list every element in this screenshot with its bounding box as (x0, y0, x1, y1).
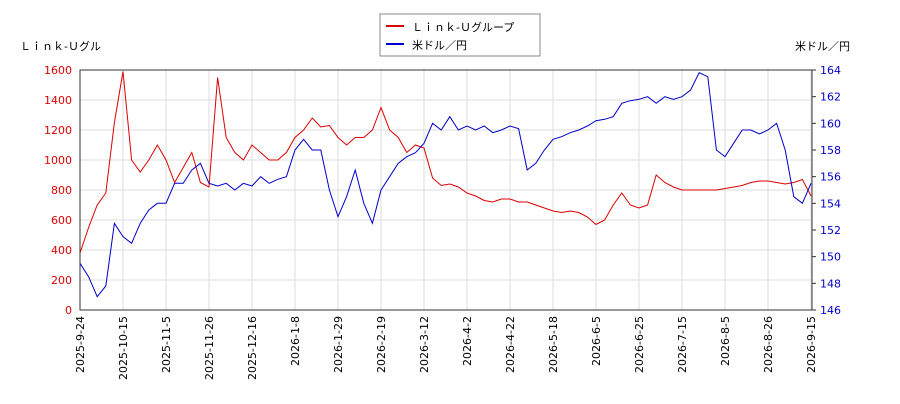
y-tick-label: 1600 (44, 64, 72, 77)
legend-label: Ｌｉｎｋ-Ｕグループ (412, 20, 514, 34)
x-tick-label: 2026-4-22 (504, 316, 517, 373)
x-tick-label: 2026-8-5 (719, 316, 732, 366)
y2-tick-label: 160 (820, 117, 841, 130)
x-tick-label: 2026-2-19 (375, 316, 388, 373)
x-tick-label: 2026-5-18 (547, 316, 560, 373)
x-tick-label: 2026-3-12 (418, 316, 431, 373)
x-tick-label: 2025-9-24 (74, 316, 87, 373)
y2-tick-label: 150 (820, 251, 841, 264)
x-tick-label: 2025-11-5 (160, 316, 173, 373)
y2-tick-label: 154 (820, 197, 841, 210)
x-tick-label: 2025-12-16 (246, 316, 259, 380)
x-tick-label: 2026-4-2 (461, 316, 474, 366)
plot-frame (79, 69, 813, 311)
y2-tick-label: 164 (820, 64, 841, 77)
x-tick-label: 2025-11-26 (203, 316, 216, 380)
x-tick-label: 2026-9-15 (805, 316, 818, 373)
y2-tick-label: 146 (820, 304, 841, 317)
x-tick-label: 2026-6-5 (590, 316, 603, 366)
y2-tick-label: 162 (820, 91, 841, 104)
legend-label: 米ドル／円 (412, 39, 467, 52)
y-tick-label: 0 (65, 304, 72, 317)
x-tick-label: 2026-7-15 (676, 316, 689, 373)
y-axis-label: Ｌｉｎｋ-Ｕグル (20, 39, 101, 53)
y2-axis-label: 米ドル／円 (795, 40, 850, 53)
y-tick-label: 400 (51, 244, 72, 257)
y-tick-label: 200 (51, 274, 72, 287)
y-tick-label: 600 (51, 214, 72, 227)
y-tick-label: 1000 (44, 154, 72, 167)
series-line (79, 71, 812, 254)
y-tick-label: 800 (51, 184, 72, 197)
y-tick-label: 1200 (44, 124, 72, 137)
x-tick-label: 2026-1-8 (289, 316, 302, 366)
y2-tick-label: 148 (820, 277, 841, 290)
x-tick-label: 2026-8-26 (762, 316, 775, 373)
series-line (79, 72, 812, 298)
x-tick-label: 2025-10-15 (117, 316, 130, 380)
y2-tick-label: 158 (820, 144, 841, 157)
x-tick-label: 2026-6-25 (633, 316, 646, 373)
y2-tick-label: 156 (820, 171, 841, 184)
y-tick-label: 1400 (44, 94, 72, 107)
legend-box (379, 13, 541, 57)
y2-tick-label: 152 (820, 224, 841, 237)
x-tick-label: 2026-1-29 (332, 316, 345, 373)
